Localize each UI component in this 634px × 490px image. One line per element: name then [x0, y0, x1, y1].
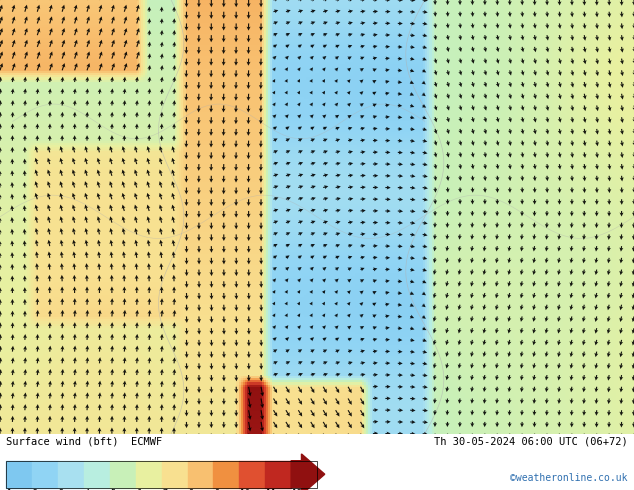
Text: Th 30-05-2024 06:00 UTC (06+72): Th 30-05-2024 06:00 UTC (06+72) — [434, 437, 628, 446]
Bar — [84, 461, 110, 488]
Text: Surface wind (bft)  ECMWF: Surface wind (bft) ECMWF — [6, 437, 162, 446]
Bar — [162, 461, 188, 488]
Text: ©weatheronline.co.uk: ©weatheronline.co.uk — [510, 473, 628, 483]
Bar — [188, 461, 214, 488]
Bar — [110, 461, 136, 488]
FancyArrow shape — [291, 454, 325, 490]
Bar — [6, 461, 317, 488]
Bar — [214, 461, 239, 488]
Bar — [58, 461, 84, 488]
Bar — [136, 461, 162, 488]
Bar — [32, 461, 58, 488]
Bar — [240, 461, 265, 488]
Bar — [265, 461, 291, 488]
Bar — [6, 461, 32, 488]
